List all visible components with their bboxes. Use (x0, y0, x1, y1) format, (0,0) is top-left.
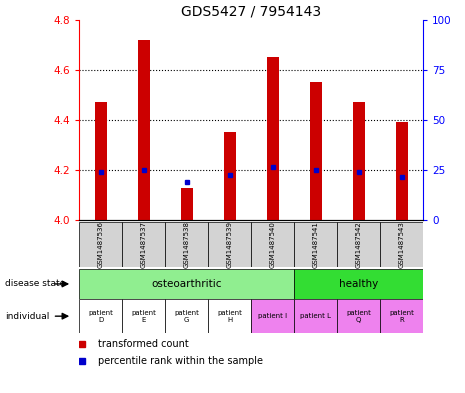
Text: GSM1487539: GSM1487539 (226, 221, 232, 268)
Bar (165, 299, 208, 333)
Text: disease state: disease state (5, 279, 65, 288)
Text: GSM1487542: GSM1487542 (356, 221, 362, 268)
Text: patient
R: patient R (389, 310, 414, 323)
Text: GSM1487541: GSM1487541 (312, 221, 319, 268)
Bar (208, 222, 251, 267)
Text: GSM1487538: GSM1487538 (184, 221, 190, 268)
Bar (396, 122, 408, 220)
Bar (266, 57, 279, 220)
Bar (294, 269, 423, 299)
Text: patient
E: patient E (131, 310, 156, 323)
Bar (380, 299, 423, 333)
Bar (337, 299, 380, 333)
Text: patient
G: patient G (174, 310, 199, 323)
Title: GDS5427 / 7954143: GDS5427 / 7954143 (181, 4, 321, 18)
Text: patient L: patient L (300, 313, 331, 319)
Text: percentile rank within the sample: percentile rank within the sample (98, 356, 263, 366)
Text: GSM1487537: GSM1487537 (140, 221, 146, 268)
Bar (122, 299, 165, 333)
Bar (180, 187, 193, 220)
Bar (294, 222, 337, 267)
Bar (251, 222, 294, 267)
Text: individual: individual (5, 312, 49, 321)
Bar (251, 299, 294, 333)
Bar (380, 222, 423, 267)
Bar (79, 299, 122, 333)
Bar (224, 132, 236, 220)
Text: GSM1487543: GSM1487543 (399, 221, 405, 268)
Bar (337, 222, 380, 267)
Text: GSM1487536: GSM1487536 (98, 221, 104, 268)
Bar (310, 82, 322, 220)
Text: patient
H: patient H (217, 310, 242, 323)
Text: transformed count: transformed count (98, 339, 189, 349)
Bar (138, 40, 150, 220)
Text: GSM1487540: GSM1487540 (270, 221, 276, 268)
Text: patient
D: patient D (88, 310, 113, 323)
Bar (352, 102, 365, 220)
Bar (79, 222, 122, 267)
Text: osteoarthritic: osteoarthritic (151, 279, 222, 289)
Text: patient I: patient I (258, 313, 287, 319)
Bar (122, 222, 165, 267)
Bar (165, 222, 208, 267)
Bar (208, 299, 251, 333)
Bar (294, 299, 337, 333)
Bar (79, 269, 294, 299)
Bar (94, 102, 106, 220)
Text: patient
Q: patient Q (346, 310, 371, 323)
Text: healthy: healthy (339, 279, 378, 289)
